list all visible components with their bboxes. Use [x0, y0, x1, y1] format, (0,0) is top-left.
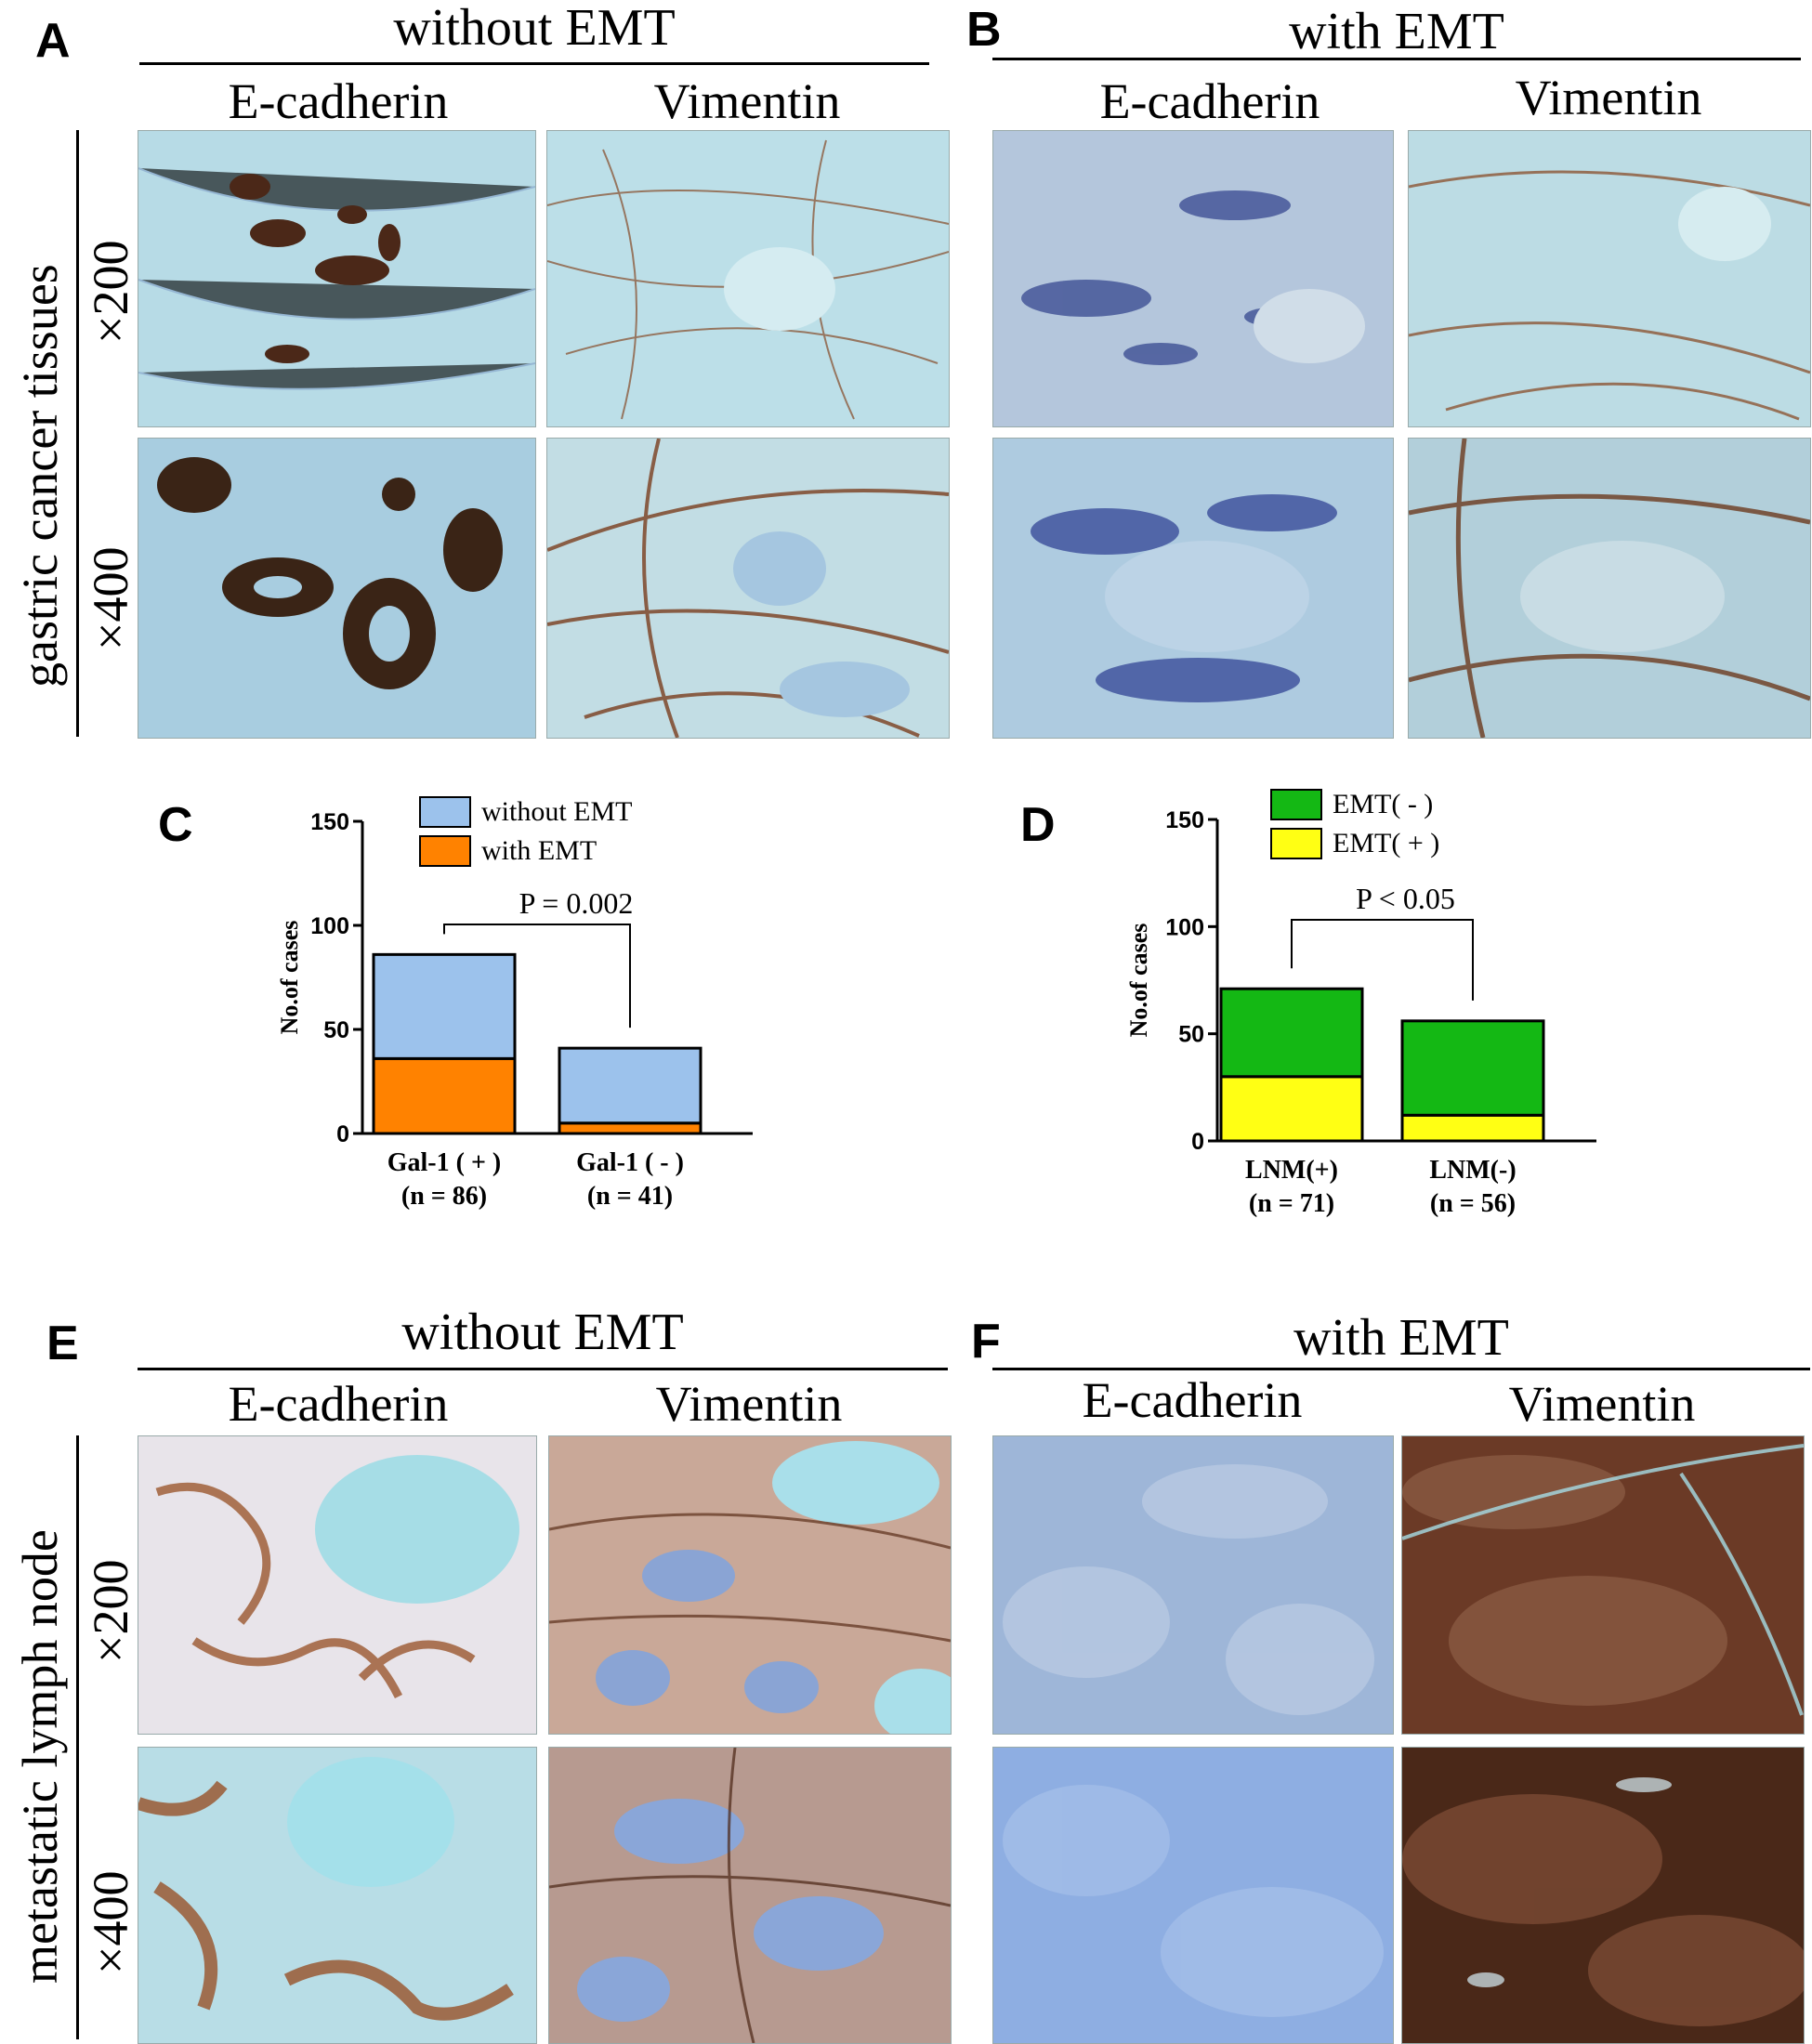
metastatic-lymph-node-label: metastatic lymph node — [12, 1529, 68, 1984]
legend-label: EMT( + ) — [1333, 828, 1439, 858]
panel-b-col-vimentin: Vimentin — [1515, 70, 1702, 125]
chart-c: 0 50 100 150 No.of cases Gal-1 ( + ) (n = 86) G… — [269, 790, 771, 1226]
chart-d: 0 50 100 150 No.of cases LNM(+) (n = 71) LNM(-)… — [1115, 780, 1635, 1236]
y-tick-label: 0 — [336, 1121, 349, 1147]
y-tick-label: 50 — [323, 1017, 349, 1043]
micrograph-a-vimentin-400 — [546, 438, 950, 739]
y-tick-label: 100 — [1165, 914, 1204, 940]
panel-b-header-rule — [992, 58, 1801, 60]
micrograph-e-ecadherin-400 — [138, 1747, 537, 2044]
panel-f-col-ecadherin: E-cadherin — [1082, 1372, 1303, 1428]
x-tick-label: Gal-1 ( + ) — [387, 1148, 502, 1177]
panel-a-col-ecadherin: E-cadherin — [228, 73, 449, 129]
legend-swatch — [1270, 789, 1322, 820]
panel-e-col-vimentin: Vimentin — [655, 1376, 843, 1432]
p-value-annotation: P = 0.002 — [519, 886, 634, 920]
micrograph-a-vimentin-200 — [546, 130, 950, 427]
legend-swatch — [419, 835, 471, 867]
micrograph-b-ecadherin-400 — [992, 438, 1394, 739]
x-tick-sublabel: (n = 41) — [587, 1182, 673, 1211]
gastric-label-rule — [76, 130, 79, 737]
mag-200-label-bottom: ×200 — [83, 1559, 138, 1663]
chart-d-svg: 0 50 100 150 No.of cases LNM(+) (n = 71) LNM(-)… — [1125, 789, 1596, 1218]
micrograph-e-vimentin-400 — [548, 1747, 952, 2044]
micrograph-f-vimentin-200 — [1401, 1435, 1805, 1735]
bar-emt- — [1219, 987, 1364, 1079]
legend-label: EMT( - ) — [1333, 789, 1433, 819]
legend-label: with EMT — [481, 835, 597, 866]
panel-a-header: without EMT — [393, 0, 676, 57]
panel-a-col-vimentin: Vimentin — [653, 73, 841, 129]
x-tick-sublabel: (n = 71) — [1249, 1189, 1334, 1218]
legend-swatch — [419, 796, 471, 828]
mag-400-label-top: ×400 — [83, 546, 138, 650]
panel-f-header-rule — [992, 1368, 1810, 1370]
bar-with-emt — [558, 1121, 702, 1135]
y-tick-label: 100 — [310, 913, 349, 939]
bar-emt- — [1219, 1075, 1364, 1143]
x-tick-label: LNM(+) — [1245, 1156, 1338, 1185]
panel-e-header: without EMT — [401, 1304, 684, 1361]
bar-emt- — [1400, 1019, 1545, 1117]
legend-swatch — [1270, 828, 1322, 859]
micrograph-a-ecadherin-400 — [138, 438, 536, 739]
micrograph-b-vimentin-400 — [1408, 438, 1811, 739]
x-tick-sublabel: (n = 86) — [401, 1182, 487, 1211]
x-tick-sublabel: (n = 56) — [1430, 1189, 1516, 1218]
x-tick-label: LNM(-) — [1429, 1156, 1516, 1185]
y-axis-label: No.of cases — [276, 921, 303, 1035]
chart-c-svg: 0 50 100 150 No.of cases Gal-1 ( + ) (n = 86) G… — [276, 796, 753, 1211]
y-tick-label: 150 — [310, 809, 349, 835]
panel-a-header-rule — [139, 62, 929, 65]
significance-bracket — [443, 924, 631, 1029]
y-tick-label: 50 — [1178, 1022, 1204, 1048]
bar-without-emt — [558, 1046, 702, 1125]
y-tick-label: 150 — [1165, 807, 1204, 833]
panel-b-col-ecadherin: E-cadherin — [1099, 73, 1320, 129]
micrograph-b-vimentin-200 — [1408, 130, 1811, 427]
gastric-cancer-tissues-label: gastric cancer tissues — [12, 264, 68, 688]
p-value-annotation: P < 0.05 — [1356, 882, 1455, 915]
micrograph-e-ecadherin-200 — [138, 1435, 537, 1735]
panel-e-header-rule — [138, 1368, 948, 1370]
mag-400-label-bottom: ×400 — [83, 1870, 138, 1974]
panel-letter-f: F — [971, 1315, 1001, 1369]
panel-letter-e: E — [46, 1317, 79, 1370]
panel-letter-c: C — [158, 798, 193, 852]
micrograph-a-ecadherin-200 — [138, 130, 536, 427]
y-tick-label: 0 — [1191, 1129, 1204, 1155]
micrograph-f-ecadherin-400 — [992, 1747, 1394, 2044]
bar-without-emt — [372, 952, 517, 1060]
lymph-label-rule — [76, 1435, 79, 2039]
panel-e-col-ecadherin: E-cadherin — [228, 1376, 449, 1432]
panel-letter-b: B — [966, 3, 1002, 57]
panel-f-col-vimentin: Vimentin — [1508, 1376, 1696, 1432]
micrograph-f-ecadherin-200 — [992, 1435, 1394, 1735]
mag-200-label-top: ×200 — [83, 240, 138, 344]
bar-emt- — [1400, 1113, 1545, 1143]
x-tick-label: Gal-1 ( - ) — [576, 1148, 684, 1177]
legend-label: without EMT — [481, 796, 633, 827]
micrograph-f-vimentin-400 — [1401, 1747, 1805, 2044]
micrograph-e-vimentin-200 — [548, 1435, 952, 1735]
panel-letter-a: A — [35, 14, 71, 68]
micrograph-b-ecadherin-200 — [992, 130, 1394, 427]
panel-b-header: with EMT — [1289, 3, 1504, 60]
panel-letter-d: D — [1020, 798, 1056, 852]
panel-f-header: with EMT — [1293, 1309, 1509, 1367]
significance-bracket — [1291, 919, 1474, 1001]
bar-with-emt — [372, 1056, 517, 1135]
y-axis-label: No.of cases — [1125, 924, 1152, 1038]
